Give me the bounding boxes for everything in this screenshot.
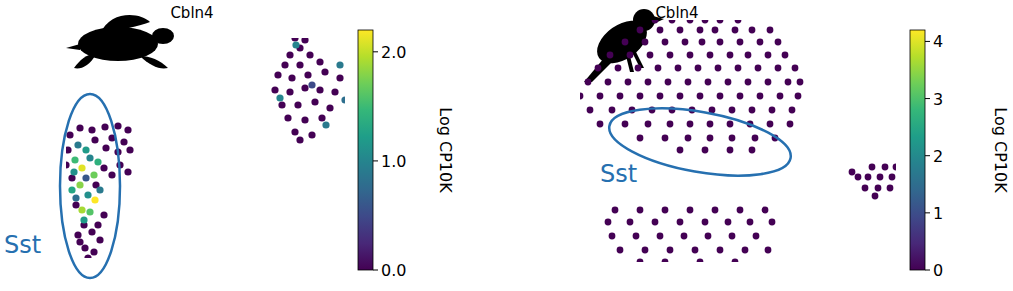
svg-text:Cbln4: Cbln4: [655, 4, 698, 22]
svg-text:3: 3: [933, 90, 943, 109]
svg-text:2.0: 2.0: [381, 43, 406, 62]
svg-text:1.0: 1.0: [381, 152, 406, 171]
svg-text:Sst: Sst: [4, 231, 41, 259]
svg-text:1: 1: [933, 204, 943, 223]
svg-text:Log CP10K: Log CP10K: [991, 107, 1010, 193]
svg-text:0: 0: [933, 261, 943, 280]
svg-text:Sst: Sst: [600, 160, 637, 188]
svg-text:Cbln4: Cbln4: [170, 4, 213, 22]
svg-text:Log CP10K: Log CP10K: [436, 107, 455, 193]
svg-text:2: 2: [933, 147, 943, 166]
svg-text:0.0: 0.0: [381, 261, 406, 280]
svg-text:4: 4: [933, 32, 943, 51]
